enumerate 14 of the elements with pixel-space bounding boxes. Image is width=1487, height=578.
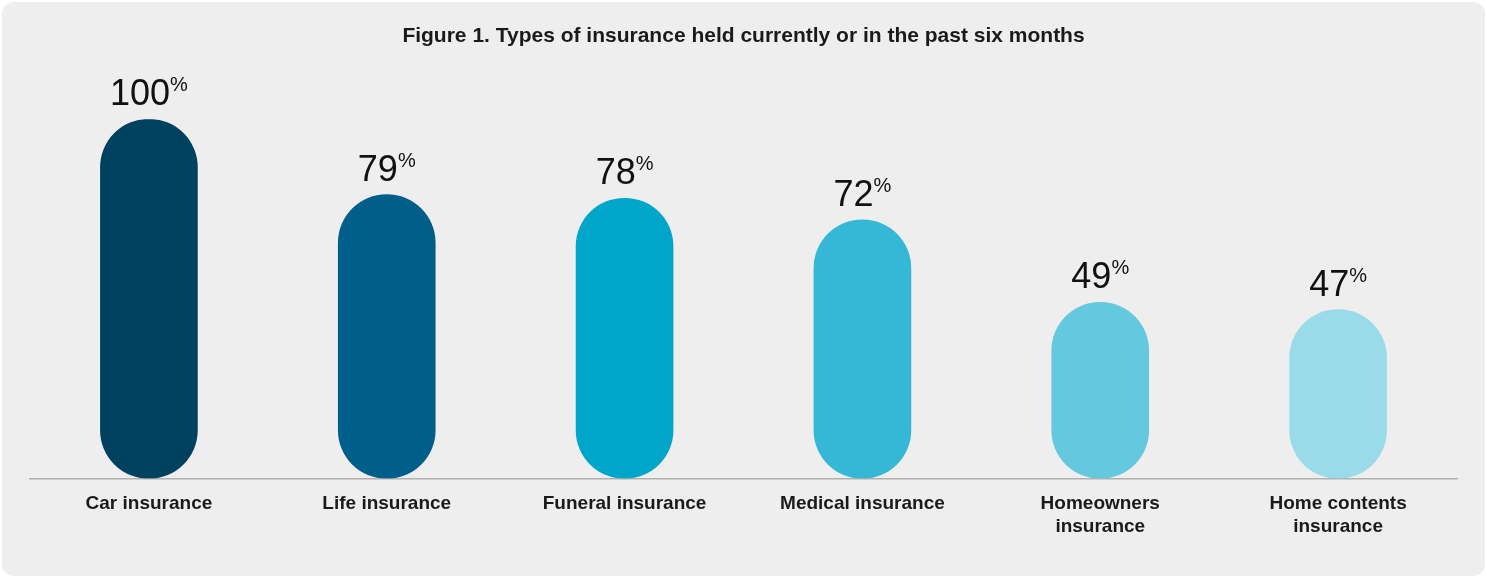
x-tick-label: Life insurance [322,492,452,514]
data-label: 49% [1071,255,1130,297]
chart-title: Figure 1. Types of insurance held currently or in the past six months [402,23,1085,47]
data-label: 47% [1309,262,1368,304]
x-tick-label: Home contents insurance [1269,492,1407,536]
bar [100,119,198,479]
x-tick-label: Medical insurance [780,492,945,514]
data-label: 72% [833,172,892,214]
x-tick-label: Funeral insurance [542,492,707,514]
data-label: 100% [109,72,189,114]
data-label: 78% [595,151,654,193]
x-tick-label: Car insurance [85,492,213,514]
x-tick-label: Homeowners insurance [1040,492,1160,536]
data-label: 79% [357,147,416,189]
